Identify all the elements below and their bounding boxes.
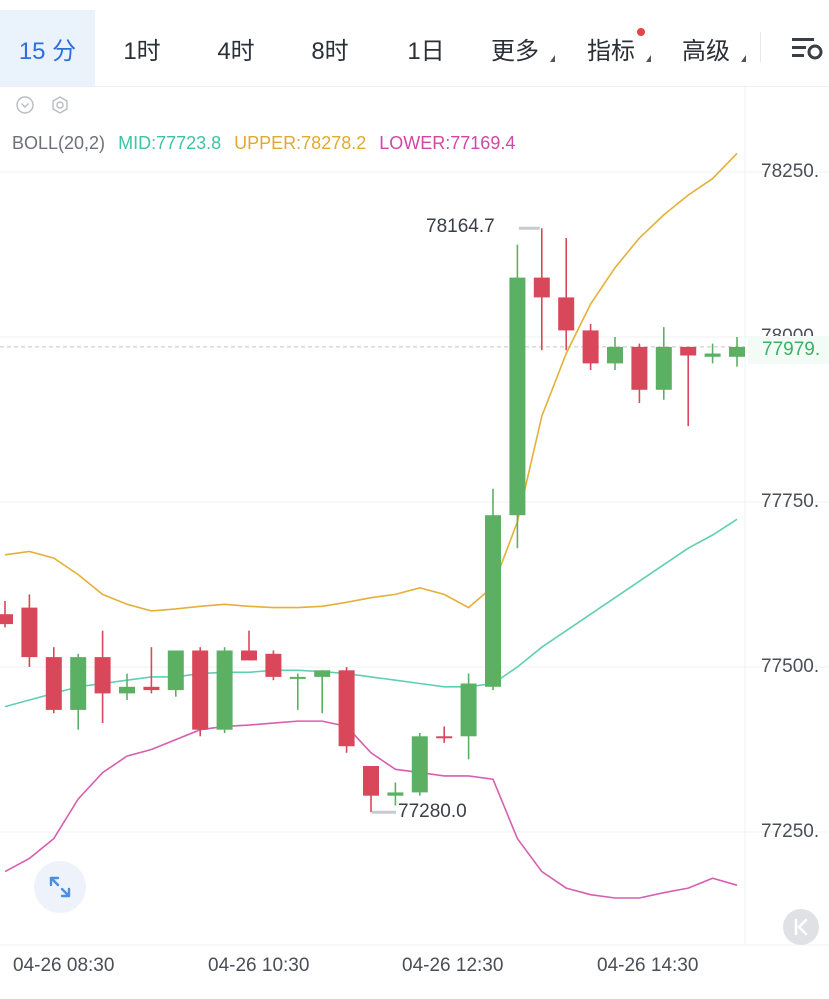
candle-body [558, 297, 575, 331]
candle-body [119, 686, 135, 694]
tab-more[interactable]: 更多 [487, 10, 555, 86]
candle-body [509, 277, 526, 516]
tab-label: 指标 [587, 37, 635, 65]
toolbar-divider [760, 32, 761, 62]
candle-body [704, 353, 721, 357]
tab-label: 8时 [311, 37, 349, 65]
scroll-to-latest-button[interactable] [783, 909, 819, 945]
time-tick: 04-26 14:30 [597, 955, 699, 976]
candle-body [0, 614, 13, 625]
candle-body [655, 346, 672, 390]
chart-settings-icon[interactable] [790, 34, 824, 62]
dropdown-caret-icon [550, 55, 555, 62]
boll-name: BOLL(20,2) [12, 133, 106, 153]
fullscreen-button[interactable] [34, 861, 86, 913]
time-tick: 04-26 08:30 [13, 955, 115, 976]
candle-body [167, 650, 184, 691]
candle-body [582, 330, 599, 364]
boll-mid-line [4, 518, 738, 708]
candle-body [45, 657, 62, 710]
boll-mid: MID:77723.8 [118, 133, 222, 153]
candle-body [387, 792, 404, 796]
candle-body [241, 650, 257, 661]
candle-body [94, 657, 111, 694]
low-price-annotation: 77280.0 [398, 801, 467, 822]
candles [0, 226, 745, 814]
dropdown-caret-icon [741, 55, 746, 62]
candle-body [363, 766, 379, 796]
candle-body [21, 607, 38, 658]
chart-grid [0, 86, 829, 946]
candle-body [411, 736, 428, 793]
candle-body [631, 346, 648, 390]
candle-body [680, 346, 697, 356]
tab-label: 1日 [407, 37, 445, 65]
tab-label: 1时 [123, 37, 161, 65]
candle-body [729, 346, 745, 357]
price-tick: 77500. [761, 656, 820, 677]
candle-body [460, 683, 477, 737]
candle-body [265, 653, 282, 677]
collapse-indicator-icon[interactable] [16, 96, 34, 114]
boll-lower: LOWER:77169.4 [379, 133, 516, 153]
time-tick: 04-26 10:30 [208, 955, 310, 976]
indicator-settings-icon[interactable] [51, 96, 69, 114]
jump-to-latest-icon [794, 918, 808, 936]
candle-body [216, 650, 233, 730]
tab-indicators[interactable]: 指标 [583, 10, 651, 86]
candle-body [192, 650, 209, 730]
tab-label: 高级 [682, 37, 730, 65]
candle-body [70, 657, 87, 710]
expand-icon [49, 876, 71, 898]
notification-dot [637, 28, 645, 36]
tab-1h[interactable]: 1时 [110, 10, 174, 86]
high-price-annotation: 78164.7 [426, 216, 495, 237]
candle-body [289, 676, 306, 679]
candle-body [143, 686, 160, 691]
boll-upper: UPPER:78278.2 [234, 133, 367, 153]
tab-label: 15 分 [18, 37, 77, 65]
tab-advanced[interactable]: 高级 [678, 10, 746, 86]
tab-label: 4时 [217, 37, 255, 65]
boll-upper-line [4, 152, 738, 612]
tab-label: 更多 [491, 37, 539, 65]
time-tick: 04-26 12:30 [402, 955, 504, 976]
tab-4h[interactable]: 4时 [204, 10, 268, 86]
candle-body [607, 346, 623, 364]
timeframe-toolbar: 15 分 1时 4时 8时 1日 更多 指标 高级 [0, 0, 829, 87]
candle-body [314, 670, 331, 677]
current-price-label: 77979. [748, 336, 829, 364]
tab-1d[interactable]: 1日 [394, 10, 458, 86]
candle-body [436, 736, 453, 739]
price-tick: 77750. [761, 491, 820, 512]
price-tick: 78250. [761, 161, 820, 182]
dropdown-caret-icon [646, 55, 651, 62]
tab-15m[interactable]: 15 分 [0, 10, 95, 86]
candle-body [533, 277, 550, 298]
tab-8h[interactable]: 8时 [298, 10, 362, 86]
boll-lower-line [4, 720, 738, 899]
boll-legend: BOLL(20,2) MID:77723.8 UPPER:78278.2 LOW… [12, 133, 523, 154]
price-tick: 77250. [761, 821, 820, 842]
candle-body [338, 670, 355, 747]
candle-body [485, 515, 501, 687]
